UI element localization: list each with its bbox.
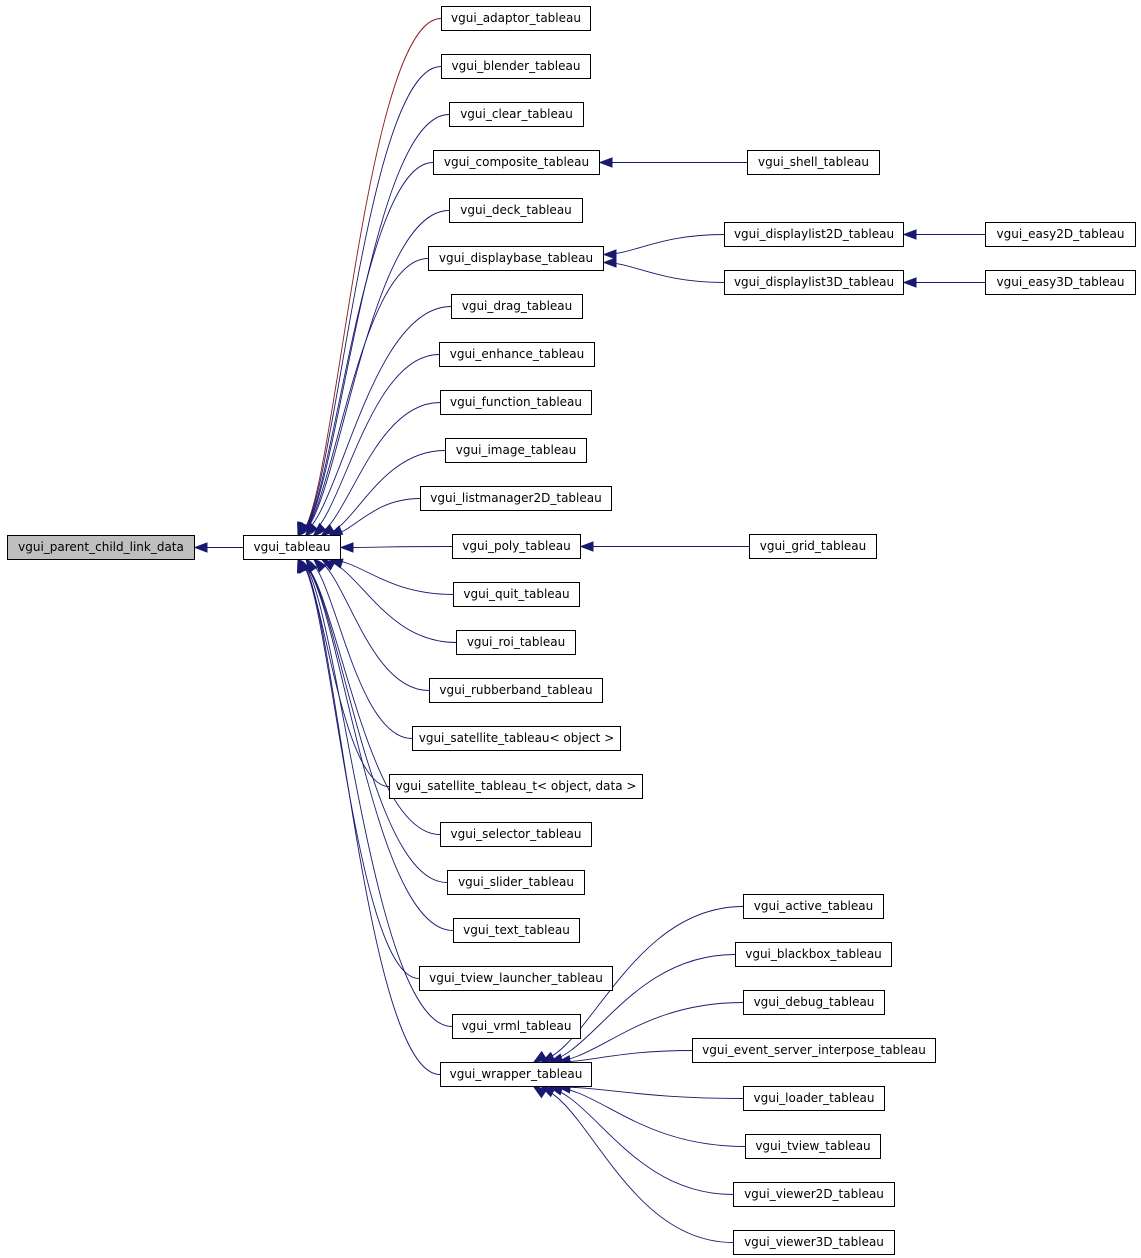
node-vgui-roi-tableau[interactable]: vgui_roi_tableau <box>456 630 576 655</box>
arrowhead-active-to-wrapper <box>532 1050 548 1063</box>
edge-clear-to-tableau <box>297 114 450 536</box>
node-vgui-wrapper-tableau[interactable]: vgui_wrapper_tableau <box>440 1062 592 1087</box>
edge-roi-to-tableau <box>322 559 457 643</box>
edge-tview-to-wrapper <box>549 1086 746 1147</box>
node-vgui-selector-tableau[interactable]: vgui_selector_tableau <box>440 822 592 847</box>
node-vgui-vrml-tableau[interactable]: vgui_vrml_tableau <box>452 1014 581 1039</box>
edge-slider-to-tableau <box>297 559 448 883</box>
edge-loader-to-wrapper <box>557 1086 744 1099</box>
node-vgui-drag-tableau[interactable]: vgui_drag_tableau <box>451 294 583 319</box>
node-vgui-displaybase-tableau[interactable]: vgui_displaybase_tableau <box>428 246 604 271</box>
arrowhead-blackbox-to-wrapper <box>540 1051 556 1063</box>
arrowhead-grid-to-poly <box>579 541 594 552</box>
arrowhead-easy3d-to-displaylist3d <box>902 277 917 288</box>
node-vgui-easy3d-tableau[interactable]: vgui_easy3D_tableau <box>985 270 1136 295</box>
node-vgui-satellite-tableau-t[interactable]: vgui_satellite_tableau_t< object, data > <box>389 774 643 799</box>
edge-vrml-to-tableau <box>297 559 453 1027</box>
node-vgui-shell-tableau[interactable]: vgui_shell_tableau <box>747 150 880 175</box>
node-vgui-deck-tableau[interactable]: vgui_deck_tableau <box>449 198 583 223</box>
edge-tview_launcher-to-tableau <box>297 559 420 979</box>
node-vgui-slider-tableau[interactable]: vgui_slider_tableau <box>447 870 585 895</box>
arrowhead-displaylist3d-to-displaybase <box>602 257 617 268</box>
node-vgui-debug-tableau[interactable]: vgui_debug_tableau <box>743 990 885 1015</box>
arrowhead-viewer3d-to-wrapper <box>532 1086 548 1099</box>
arrowhead-shell-to-composite <box>598 157 613 168</box>
edge-blender-to-tableau <box>297 66 442 536</box>
node-vgui-tableau[interactable]: vgui_tableau <box>243 535 341 560</box>
node-vgui-poly-tableau[interactable]: vgui_poly_tableau <box>452 534 581 559</box>
node-vgui-viewer2d-tableau[interactable]: vgui_viewer2D_tableau <box>733 1182 895 1207</box>
node-vgui-event-server-interpose-tableau[interactable]: vgui_event_server_interpose_tableau <box>692 1038 936 1063</box>
node-vgui-listmanager2d-tableau[interactable]: vgui_listmanager2D_tableau <box>420 486 612 511</box>
edge-drag-to-tableau <box>297 306 452 536</box>
arrowhead-rubberband-to-tableau <box>313 558 327 573</box>
node-vgui-satellite-tableau[interactable]: vgui_satellite_tableau< object > <box>412 726 621 751</box>
edge-satellite-to-tableau <box>306 559 413 739</box>
edge-displaylist3d-to-displaybase <box>603 262 725 283</box>
node-vgui-displaylist2d-tableau[interactable]: vgui_displaylist2D_tableau <box>724 222 904 247</box>
node-vgui-blackbox-tableau[interactable]: vgui_blackbox_tableau <box>735 942 892 967</box>
arrowhead-roi-to-tableau <box>320 559 336 571</box>
node-vgui-quit-tableau[interactable]: vgui_quit_tableau <box>453 582 580 607</box>
edge-displaybase-to-tableau <box>297 258 429 536</box>
node-vgui-tview-launcher-tableau[interactable]: vgui_tview_launcher_tableau <box>419 966 613 991</box>
node-vgui-grid-tableau[interactable]: vgui_grid_tableau <box>749 534 877 559</box>
arrowhead-wrapper-to-tableau <box>297 558 307 574</box>
node-vgui-displaylist3d-tableau[interactable]: vgui_displaylist3D_tableau <box>724 270 904 295</box>
edge-function-to-tableau <box>313 402 441 536</box>
edge-adaptor-to-tableau <box>297 18 442 536</box>
edge-poly-to-tableau <box>340 546 453 548</box>
node-vgui-active-tableau[interactable]: vgui_active_tableau <box>743 894 884 919</box>
node-vgui-clear-tableau[interactable]: vgui_clear_tableau <box>449 102 584 127</box>
node-vgui-text-tableau[interactable]: vgui_text_tableau <box>453 918 580 943</box>
edge-satellite_t-to-tableau <box>298 559 390 787</box>
arrowhead-image-to-tableau <box>320 523 336 536</box>
arrowhead-listmanager2d-to-tableau <box>328 525 344 536</box>
node-vgui-rubberband-tableau[interactable]: vgui_rubberband_tableau <box>429 678 603 703</box>
edge-composite-to-tableau <box>297 162 434 536</box>
node-vgui-function-tableau[interactable]: vgui_function_tableau <box>440 390 592 415</box>
node-vgui-adaptor-tableau[interactable]: vgui_adaptor_tableau <box>441 6 591 31</box>
edge-deck-to-tableau <box>297 210 450 536</box>
node-vgui-parent-child-link-data: vgui_parent_child_link_data <box>7 535 195 560</box>
arrowhead-displaylist2d-to-displaybase <box>602 249 617 260</box>
node-vgui-tview-tableau[interactable]: vgui_tview_tableau <box>745 1134 881 1159</box>
arrowhead-easy2d-to-displaylist2d <box>902 229 917 240</box>
arrowhead-poly-to-tableau <box>339 542 354 553</box>
node-vgui-easy2d-tableau[interactable]: vgui_easy2D_tableau <box>985 222 1136 247</box>
node-vgui-loader-tableau[interactable]: vgui_loader_tableau <box>743 1086 885 1111</box>
edge-displaylist2d-to-displaybase <box>603 234 725 255</box>
node-vgui-composite-tableau[interactable]: vgui_composite_tableau <box>433 150 600 175</box>
node-vgui-image-tableau[interactable]: vgui_image_tableau <box>445 438 587 463</box>
arrowhead-function-to-tableau <box>312 522 327 536</box>
edge-text-to-tableau <box>297 559 454 931</box>
arrowhead-enhance-to-tableau <box>304 522 318 537</box>
node-vgui-viewer3d-tableau[interactable]: vgui_viewer3D_tableau <box>733 1230 895 1255</box>
edge-viewer2d-to-wrapper <box>541 1086 734 1195</box>
edge-active-to-wrapper <box>533 906 744 1063</box>
arrowhead-tableau-to-root <box>193 542 208 553</box>
edge-quit-to-tableau <box>330 559 454 595</box>
arrowhead-drag-to-tableau <box>297 521 310 537</box>
node-vgui-blender-tableau[interactable]: vgui_blender_tableau <box>441 54 591 79</box>
edge-viewer3d-to-wrapper <box>533 1086 734 1243</box>
edge-wrapper-to-tableau <box>297 559 441 1075</box>
node-vgui-enhance-tableau[interactable]: vgui_enhance_tableau <box>439 342 595 367</box>
